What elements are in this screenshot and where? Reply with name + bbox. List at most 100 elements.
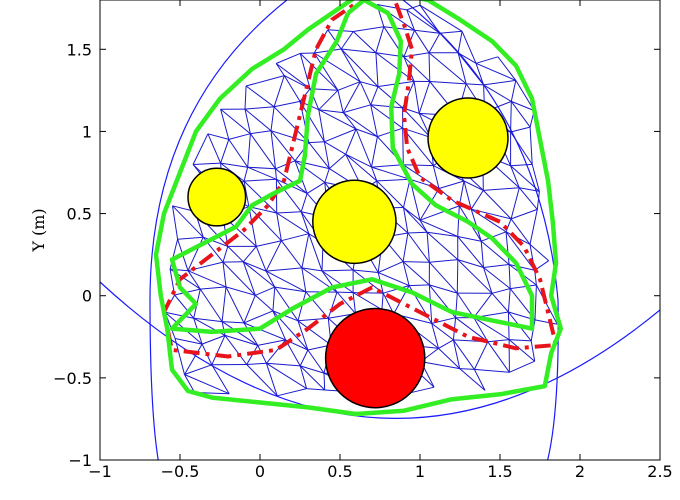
mesh-edge <box>275 160 296 170</box>
mesh-edge <box>300 365 325 374</box>
obstacle-circle <box>312 179 397 265</box>
mesh-edge <box>276 212 282 241</box>
mesh-edge <box>211 335 226 366</box>
mesh-edge <box>283 75 301 102</box>
mesh-edge <box>177 236 204 240</box>
mesh-edge <box>203 236 228 247</box>
mesh-edge <box>483 187 520 191</box>
mesh-edge <box>273 75 285 107</box>
mesh-edge <box>243 167 249 182</box>
mesh-edge <box>247 133 251 168</box>
mesh-edge <box>221 321 259 346</box>
mesh-edge <box>318 89 339 111</box>
mesh-edge <box>172 205 204 238</box>
mesh-edge <box>419 219 428 233</box>
mesh-edge <box>275 63 285 76</box>
mesh-edge <box>511 100 535 112</box>
plot-frame <box>99 0 661 461</box>
mesh-edge <box>419 219 458 237</box>
mesh-edge <box>510 131 533 165</box>
mesh-edge <box>483 84 512 102</box>
mesh-edge <box>300 193 308 212</box>
mesh-edge <box>420 361 460 370</box>
mesh-edge <box>413 81 420 114</box>
x-tick-label: 1 <box>415 462 425 481</box>
mesh-edge <box>301 267 323 272</box>
mesh-edge <box>244 108 272 132</box>
mesh-edge <box>463 180 472 210</box>
axes: −1 −0.5 0 0.5 1 1.5 2 2.5 −1 −0.5 0 0.5 1 1.5 <box>53 0 673 481</box>
mesh-edge <box>510 101 531 128</box>
mesh-edge <box>222 261 256 296</box>
mesh-edge <box>244 106 275 110</box>
mesh-edge <box>429 81 467 85</box>
mesh-edge <box>428 32 441 54</box>
mesh-edge <box>370 104 378 137</box>
mesh-edge <box>508 264 511 289</box>
mesh-edge <box>301 267 307 292</box>
series-green-outer <box>153 0 564 417</box>
mesh-edge <box>313 52 339 91</box>
mesh-edge <box>248 206 277 214</box>
mesh-edge <box>507 288 511 313</box>
mesh-edge <box>406 4 421 11</box>
mesh-edge <box>222 321 244 324</box>
mesh-edge <box>352 292 356 314</box>
mesh-edge <box>297 317 329 322</box>
mesh-edge <box>402 261 430 286</box>
mesh-edge <box>274 286 306 293</box>
mesh-edge <box>174 338 185 375</box>
mesh-edge <box>228 139 249 168</box>
mesh-edge <box>301 233 310 268</box>
mesh-edge <box>475 63 485 86</box>
mesh-edge <box>256 240 282 247</box>
mesh-edge <box>487 341 510 373</box>
mesh-edge <box>255 246 267 272</box>
paths-layer <box>153 0 564 417</box>
mesh-edge <box>201 334 226 345</box>
mesh-edge <box>222 246 229 263</box>
mesh-edge <box>431 323 439 349</box>
mesh-edge <box>432 165 440 189</box>
mesh-edge <box>299 365 308 389</box>
mesh-edge <box>249 133 276 170</box>
x-tick-label: 0 <box>255 462 265 481</box>
mesh-edge <box>220 108 251 135</box>
mesh-edge <box>272 310 287 341</box>
mesh-edge <box>265 240 282 272</box>
mesh-edge <box>340 48 379 87</box>
obstacle-circle <box>427 97 509 179</box>
mesh-edge <box>243 261 267 272</box>
mesh-edge <box>510 101 512 133</box>
mesh-edge <box>428 52 431 82</box>
series-trajectory <box>162 1 558 359</box>
mesh-edge <box>457 52 467 85</box>
mesh-edge <box>243 322 286 341</box>
mesh-edge <box>510 163 533 167</box>
mesh-edge <box>438 339 454 349</box>
mesh-edge <box>276 52 301 64</box>
mesh-edge <box>324 141 346 155</box>
mesh-edge <box>529 127 533 165</box>
mesh-edge <box>299 349 309 367</box>
mesh-edge <box>207 133 222 164</box>
mesh-edge <box>402 261 410 286</box>
mesh-edge <box>371 166 378 182</box>
mesh-edge <box>243 310 274 324</box>
mesh-edge <box>193 317 223 323</box>
mesh-edge <box>452 339 475 370</box>
mesh-edge <box>306 388 325 391</box>
mesh-edge <box>414 29 440 34</box>
mesh-edge <box>184 374 230 395</box>
mesh-edge <box>254 294 274 312</box>
mesh-edge <box>200 286 227 290</box>
y-tick-label: 1 <box>82 122 92 141</box>
mesh-edge <box>318 109 357 130</box>
mesh-edge <box>455 317 489 343</box>
mesh-edge <box>414 30 430 54</box>
mesh-edge <box>342 81 361 113</box>
mesh-edge <box>491 292 509 313</box>
mesh-edge <box>403 207 421 221</box>
mesh-edge <box>222 262 227 287</box>
